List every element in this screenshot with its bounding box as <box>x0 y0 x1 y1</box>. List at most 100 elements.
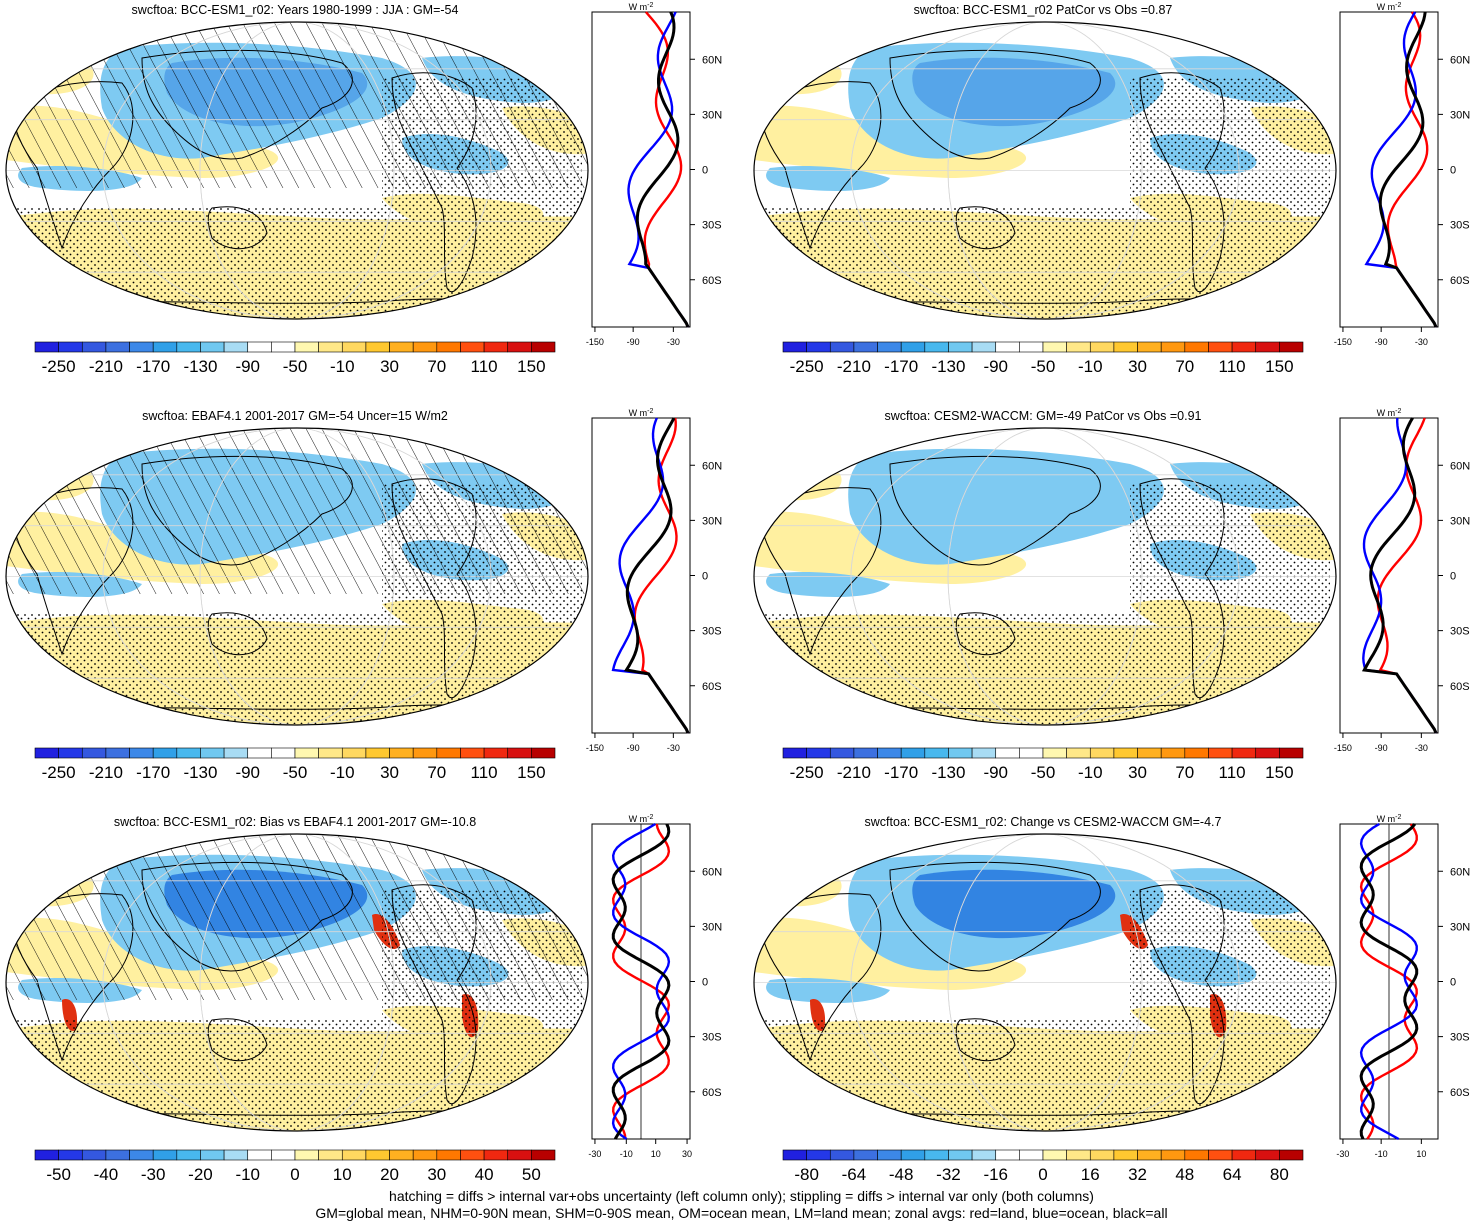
zonal-xtick-label: -10 <box>620 1149 633 1159</box>
colorbar-swatch <box>1066 341 1091 353</box>
panel-4: swcftoa: CESM2-WACCM: GM=-49 PatCor vs O… <box>748 406 1483 806</box>
colorbar-swatch <box>1019 1149 1044 1161</box>
colorbar-label: -130 <box>931 763 965 782</box>
zonal-units-sup: -2 <box>647 814 653 821</box>
colorbar-label: 150 <box>1265 763 1293 782</box>
graticule-line <box>199 428 395 725</box>
colorbar-swatch <box>1231 1149 1257 1161</box>
colorbar-swatch <box>294 341 319 353</box>
lat-label: 0 <box>1450 977 1456 989</box>
zonal-line-all <box>1378 11 1438 328</box>
zonal-units-sup: -2 <box>1395 408 1401 415</box>
zonal-xtick-label: 10 <box>1416 1149 1426 1159</box>
colorbar-swatch <box>460 747 485 759</box>
coastline <box>889 861 1101 972</box>
colorbar-label: 10 <box>333 1165 352 1184</box>
colorbar-swatch <box>1137 341 1162 353</box>
colorbar-swatch <box>995 1149 1020 1161</box>
colorbar-swatch <box>129 747 154 759</box>
panel-title: swcftoa: EBAF4.1 2001-2017 GM=-54 Uncer=… <box>142 409 448 423</box>
colorbar-swatch <box>1066 747 1091 759</box>
colorbar-swatch <box>1019 747 1044 759</box>
colorbar-swatch <box>900 341 926 353</box>
colorbar-swatch <box>924 1149 949 1161</box>
colorbar-swatch <box>34 1149 59 1161</box>
zonal-xtick-label: 30 <box>682 1149 692 1159</box>
colorbar-swatch <box>412 747 438 759</box>
colorbar-swatch <box>1042 747 1067 759</box>
graticule-line <box>102 834 492 1131</box>
colorbar-label: 70 <box>427 763 446 782</box>
lat-label: 30N <box>1450 515 1470 527</box>
stippling <box>6 208 588 318</box>
colorbar-label: 0 <box>290 1165 299 1184</box>
zonal-xtick-label: -150 <box>1334 337 1352 347</box>
graticule-line <box>947 428 1143 725</box>
colorbar-swatch <box>995 747 1020 759</box>
coastline <box>207 206 268 250</box>
colorbar-swatch <box>389 1149 414 1161</box>
colorbar-swatch <box>129 341 154 353</box>
colorbar-label: 16 <box>1081 1165 1100 1184</box>
panel-graphic: -250 -210 -170 -130 -90 -50 -10 30 70 110 150 W m-2… <box>753 408 1470 782</box>
map-field <box>754 834 1336 1131</box>
zonal-line-ocean <box>611 417 690 734</box>
colorbar-swatch <box>924 747 949 759</box>
zonal-line-ocean <box>1364 11 1438 328</box>
zonal-units-sup: -2 <box>647 408 653 415</box>
colorbar-swatch <box>1184 1149 1209 1161</box>
map-outline <box>753 21 1337 320</box>
lat-label: 0 <box>702 977 708 989</box>
graticule-line <box>947 22 1143 319</box>
map-field <box>754 428 1336 725</box>
colorbar-swatch <box>971 747 997 759</box>
colorbar-label: -80 <box>794 1165 819 1184</box>
colorbar-swatch <box>829 1149 855 1161</box>
hatching <box>6 428 588 594</box>
colorbar-swatch <box>176 747 201 759</box>
colorbar-label: 40 <box>475 1165 494 1184</box>
lat-label: 60S <box>1450 681 1470 693</box>
colorbar-label: 30 <box>1128 357 1147 376</box>
colorbar-label: -210 <box>89 357 123 376</box>
colorbar-swatch <box>853 747 878 759</box>
colorbar-label: -130 <box>931 357 965 376</box>
lat-label: 30N <box>1450 109 1470 121</box>
colorbar-label: 70 <box>1175 357 1194 376</box>
zonal-line-land <box>611 823 671 1140</box>
panel-graphic: -250 -210 -170 -130 -90 -50 -10 30 70 110 150 W m-2… <box>5 408 722 782</box>
lat-label: 30N <box>1450 921 1470 933</box>
colorbar-label: 30 <box>380 357 399 376</box>
colorbar-label: -30 <box>141 1165 166 1184</box>
colorbar-label: 70 <box>427 357 446 376</box>
map-outline <box>5 833 589 1132</box>
colorbar-swatch <box>806 1149 831 1161</box>
stippling <box>6 614 588 724</box>
colorbar-swatch <box>531 341 556 353</box>
colorbar-label: -90 <box>235 357 260 376</box>
panel-graphic: -80 -64 -48 -32 -16 0 16 32 48 64 80 W m-2 60N 30N 0 30… <box>753 814 1470 1184</box>
colorbar-swatch <box>1089 747 1115 759</box>
zonal-xtick-label: -30 <box>1415 337 1428 347</box>
colorbar-label: 150 <box>1265 357 1293 376</box>
lat-label: 0 <box>1450 165 1456 177</box>
colorbar-swatch <box>971 341 997 353</box>
coastline <box>141 455 353 566</box>
zonal-units: W m-2 <box>1377 2 1402 12</box>
panel-3: swcftoa: EBAF4.1 2001-2017 GM=-54 Uncer=… <box>0 406 740 806</box>
colorbar-label: -170 <box>136 357 170 376</box>
colorbar-swatch <box>176 1149 201 1161</box>
zonal-line-all <box>1359 823 1419 1140</box>
zonal-xtick-label: -30 <box>667 743 680 753</box>
colorbar-label: 110 <box>1219 763 1246 782</box>
coastline <box>11 893 134 1062</box>
graticule-line <box>850 834 1240 1131</box>
coastline <box>955 206 1016 250</box>
stippling <box>1130 890 1330 1020</box>
colorbar-swatch <box>365 1149 390 1161</box>
colorbar-swatch <box>200 1149 225 1161</box>
lat-label: 30S <box>702 626 722 638</box>
lat-label: 30N <box>702 109 722 121</box>
blue-region <box>848 448 1164 565</box>
colorbar-swatch <box>1019 341 1044 353</box>
